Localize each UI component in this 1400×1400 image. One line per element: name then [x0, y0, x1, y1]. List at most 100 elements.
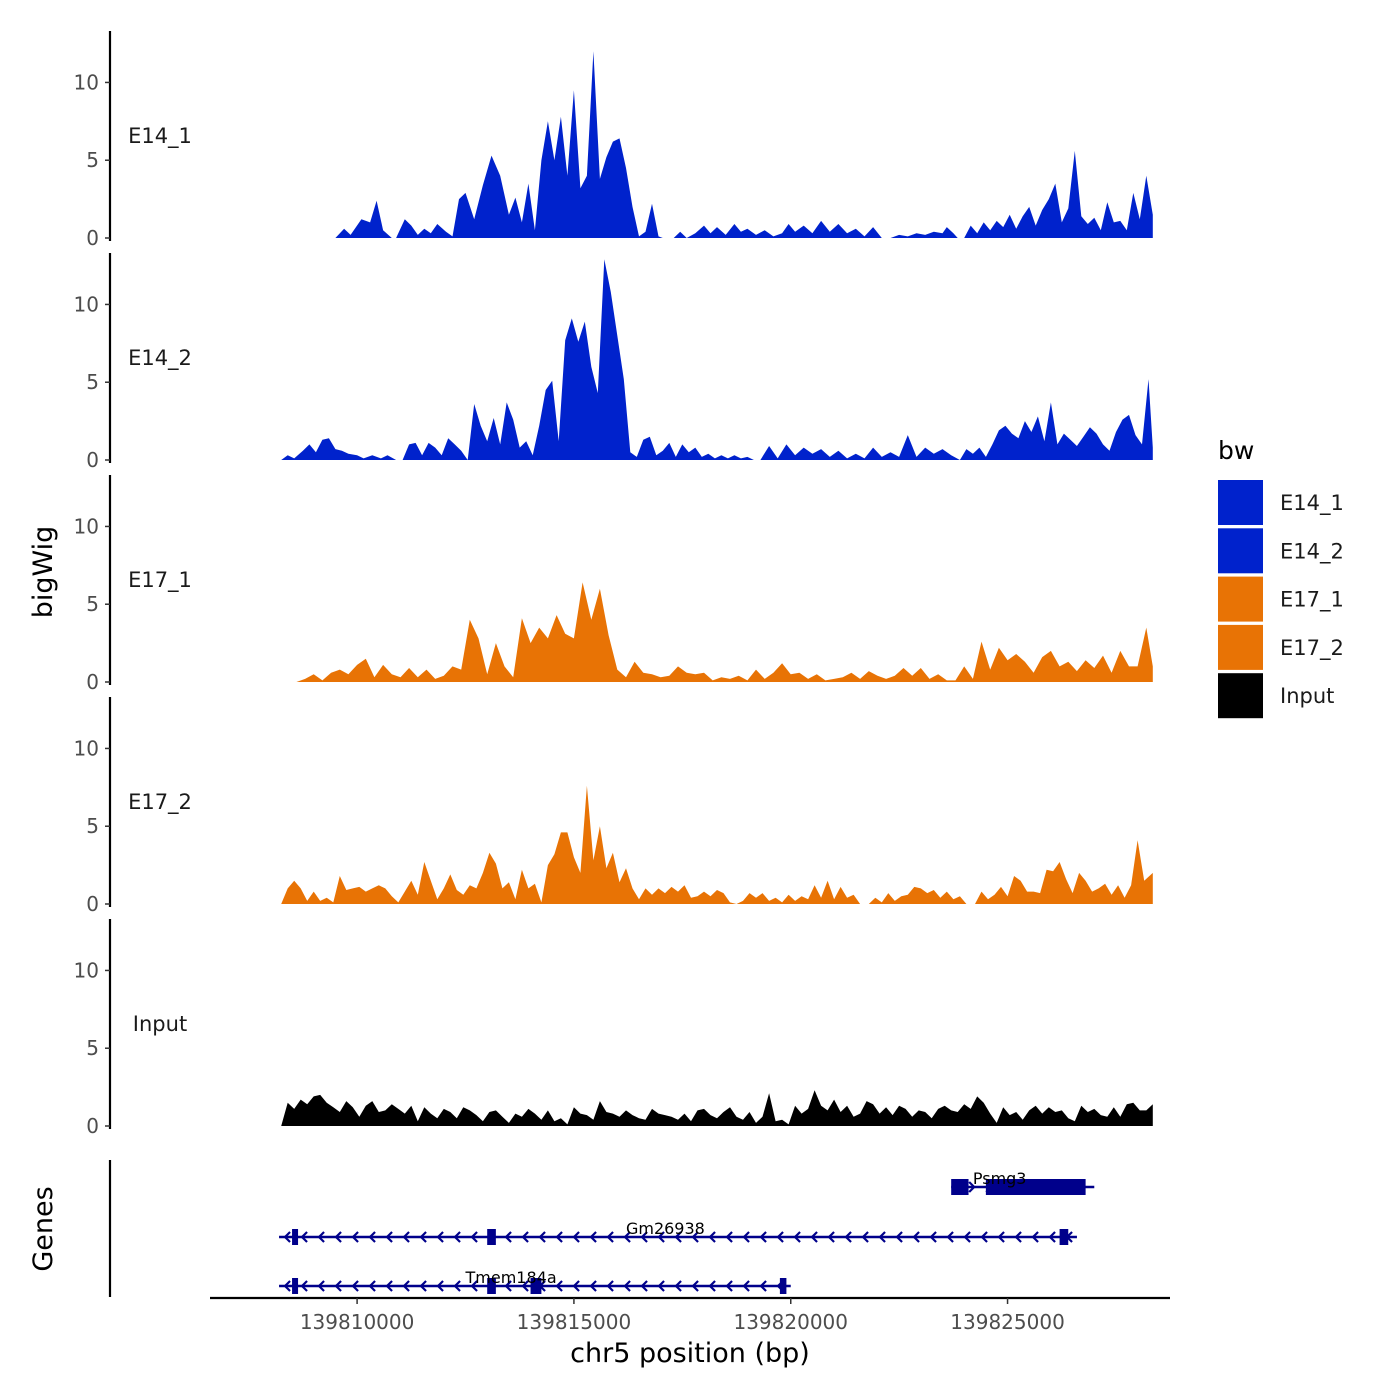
strand-arrow: [742, 1231, 750, 1243]
track-label: E14_2: [128, 346, 192, 371]
strand-arrow: [317, 1280, 325, 1292]
y-tick-label: 10: [74, 736, 99, 760]
strand-arrow: [623, 1231, 631, 1243]
y-tick-label: 5: [86, 814, 99, 838]
tracks-layer: 0 5 10 E14_1 0 5 10 E14_2 0 5 10 E17_1 0 5 10 E17_2 0 5 10…: [74, 31, 1153, 1138]
track-E17_2: 0 5 10 E17_2: [74, 697, 1153, 916]
signal-area: [281, 438, 403, 460]
strand-arrow: [521, 1280, 529, 1292]
y-tick-label: 5: [86, 148, 99, 172]
strand-arrow: [980, 1231, 988, 1243]
strand-arrow: [844, 1231, 852, 1243]
track-E17_1: 0 5 10 E17_1: [74, 475, 1153, 694]
strand-arrow: [504, 1280, 512, 1292]
legend-label: E14_1: [1280, 491, 1344, 516]
track-Input: 0 5 10 Input: [74, 919, 1153, 1138]
strand-arrow: [589, 1231, 597, 1243]
strand-arrow: [402, 1280, 410, 1292]
strand-arrow: [793, 1231, 801, 1243]
gene-label: Tmem184a: [465, 1268, 557, 1287]
gene-exon: [779, 1278, 787, 1294]
strand-arrow: [759, 1280, 767, 1292]
signal-area: [868, 886, 967, 904]
strand-arrow: [725, 1280, 733, 1292]
signal-area: [760, 435, 960, 460]
x-tick-label: 139820000: [733, 1310, 848, 1334]
strand-arrow: [657, 1280, 665, 1292]
x-tick-label: 139810000: [300, 1310, 415, 1334]
gene-exon: [487, 1229, 496, 1245]
y-tick-label: 10: [74, 70, 99, 94]
legend-swatch-e17_2: [1218, 624, 1263, 670]
signal-area: [673, 220, 882, 238]
strand-arrow: [1031, 1231, 1039, 1243]
genes-panel: Psmg3 Gm26938 Tmem184a: [108, 1160, 1095, 1297]
y-tick-label: 5: [86, 370, 99, 394]
track-E14_1: 0 5 10 E14_1: [74, 31, 1153, 250]
strand-arrow: [334, 1231, 342, 1243]
legend-label: E17_2: [1280, 636, 1344, 661]
strand-arrow: [912, 1231, 920, 1243]
strand-arrow: [759, 1231, 767, 1243]
strand-arrow: [861, 1231, 869, 1243]
gene-gm26938: Gm26938: [279, 1219, 1077, 1245]
strand-arrow: [385, 1231, 393, 1243]
strand-arrow: [419, 1280, 427, 1292]
strand-arrow: [453, 1231, 461, 1243]
signal-area: [296, 582, 1153, 682]
strand-arrow: [555, 1231, 563, 1243]
y-axis-title: bigWig: [28, 526, 59, 619]
strand-arrow: [657, 1231, 665, 1243]
y-tick-label: 5: [86, 1036, 99, 1060]
legend-swatch-input: [1218, 673, 1263, 719]
strand-arrow: [385, 1280, 393, 1292]
legend-swatch-e17_1: [1218, 576, 1263, 622]
strand-arrow: [470, 1280, 478, 1292]
strand-arrow: [827, 1231, 835, 1243]
x-axis-title: chr5 position (bp): [570, 1338, 810, 1369]
legend-label: E14_2: [1280, 539, 1344, 564]
strand-arrow: [810, 1231, 818, 1243]
strand-arrow: [538, 1231, 546, 1243]
gene-tmem184a: Tmem184a: [279, 1268, 791, 1294]
y-tick-label: 5: [86, 592, 99, 616]
strand-arrow: [708, 1280, 716, 1292]
y-tick-label: 0: [86, 670, 99, 694]
track-label: E17_2: [128, 790, 192, 815]
signal-area: [959, 379, 1153, 460]
legend-swatch-e14_1: [1218, 480, 1263, 525]
signal-area: [281, 1090, 1153, 1126]
strand-arrow: [504, 1231, 512, 1243]
gene-label: Gm26938: [626, 1219, 705, 1238]
strand-arrow: [997, 1231, 1005, 1243]
y-tick-label: 0: [86, 892, 99, 916]
strand-arrow: [368, 1231, 376, 1243]
strand-arrow: [708, 1231, 716, 1243]
strand-arrow: [368, 1280, 376, 1292]
strand-arrow: [606, 1280, 614, 1292]
strand-arrow: [351, 1280, 359, 1292]
strand-arrow: [572, 1231, 580, 1243]
y-tick-label: 0: [86, 448, 99, 472]
strand-arrow: [968, 1181, 976, 1193]
strand-arrow: [1048, 1231, 1056, 1243]
track-E14_2: 0 5 10 E14_2: [74, 253, 1153, 472]
strand-arrow: [521, 1231, 529, 1243]
signal-area: [964, 150, 1153, 238]
gene-psmg3: Psmg3: [951, 1169, 1095, 1195]
legend-swatch-e14_2: [1218, 528, 1263, 574]
gene-exon: [487, 1278, 496, 1294]
strand-arrow: [436, 1231, 444, 1243]
strand-arrow: [402, 1231, 410, 1243]
strand-arrow: [895, 1231, 903, 1243]
x-tick-label: 139825000: [950, 1310, 1065, 1334]
strand-arrow: [555, 1280, 563, 1292]
y-tick-label: 0: [86, 1114, 99, 1138]
genes-axis-title: Genes: [28, 1186, 59, 1271]
y-tick-label: 10: [74, 514, 99, 538]
x-axis: 139810000 139815000 139820000 139825000: [210, 1296, 1170, 1334]
strand-arrow: [674, 1280, 682, 1292]
strand-arrow: [300, 1280, 308, 1292]
